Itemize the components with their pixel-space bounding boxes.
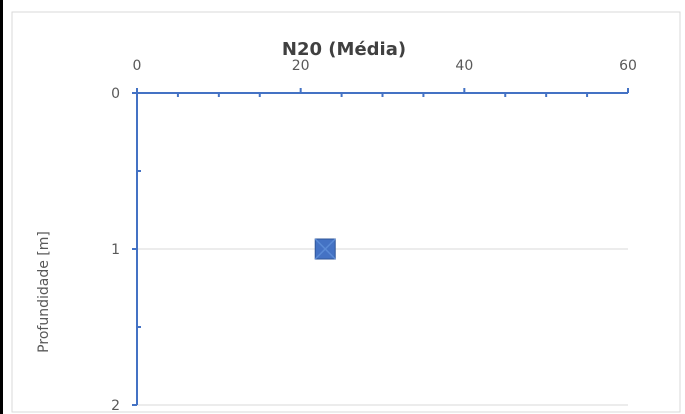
axis-layer — [132, 88, 629, 406]
y-tick-label-2: 2 — [111, 398, 120, 414]
y-tick-label-1: 1 — [111, 242, 120, 258]
x-tick-label-20: 20 — [292, 58, 310, 74]
marker-layer — [314, 238, 336, 260]
y-tick-label-0: 0 — [111, 86, 120, 102]
y-axis-title: Profundidade [m] — [36, 231, 52, 353]
grid-layer — [137, 248, 628, 406]
tick-label-layer: 0 20 40 60 0 1 2 — [111, 58, 637, 414]
data-point-0-0 — [314, 238, 336, 260]
marker-cross-b — [314, 238, 336, 260]
x-tick-label-40: 40 — [455, 58, 473, 74]
x-tick-label-0: 0 — [133, 58, 142, 74]
x-tick-label-60: 60 — [619, 58, 637, 74]
chart-title: N20 (Média) — [282, 39, 406, 60]
left-edge-bar — [0, 0, 3, 414]
chart-area-border — [11, 11, 681, 413]
